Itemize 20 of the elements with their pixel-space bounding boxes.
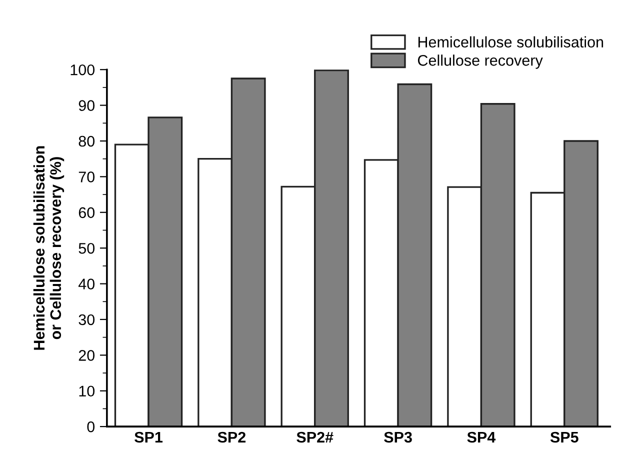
x-tick-label: SP4 — [467, 432, 496, 443]
y-tick-label: 10 — [79, 386, 95, 397]
y-tick-label: 30 — [78, 314, 95, 326]
legend-label: Cellulose recovery — [418, 54, 543, 69]
y-axis-title: Hemicellulose solubilisation or Cellulose recovery (%) — [33, 146, 64, 350]
y-tick-label: 70 — [78, 172, 95, 182]
x-tick-label: SP2# — [296, 432, 334, 443]
y-tick-label: 100 — [70, 64, 95, 76]
y-tick-label: 80 — [78, 136, 95, 147]
y-tick-label: 90 — [78, 100, 95, 111]
x-tick-label: SP3 — [384, 432, 412, 443]
x-tick-label: SP1 — [134, 432, 163, 443]
legend-label: Hemicellulose solubilisation — [418, 36, 604, 48]
x-tick-label: SP2 — [218, 432, 246, 443]
y-tick-label: 0 — [87, 421, 95, 432]
y-tick-label: 50 — [78, 242, 95, 254]
y-tick-label: 40 — [78, 278, 95, 290]
y-tick-label: 20 — [78, 350, 95, 361]
y-tick-label: 60 — [78, 207, 95, 218]
x-tick-label: SP5 — [550, 432, 578, 443]
